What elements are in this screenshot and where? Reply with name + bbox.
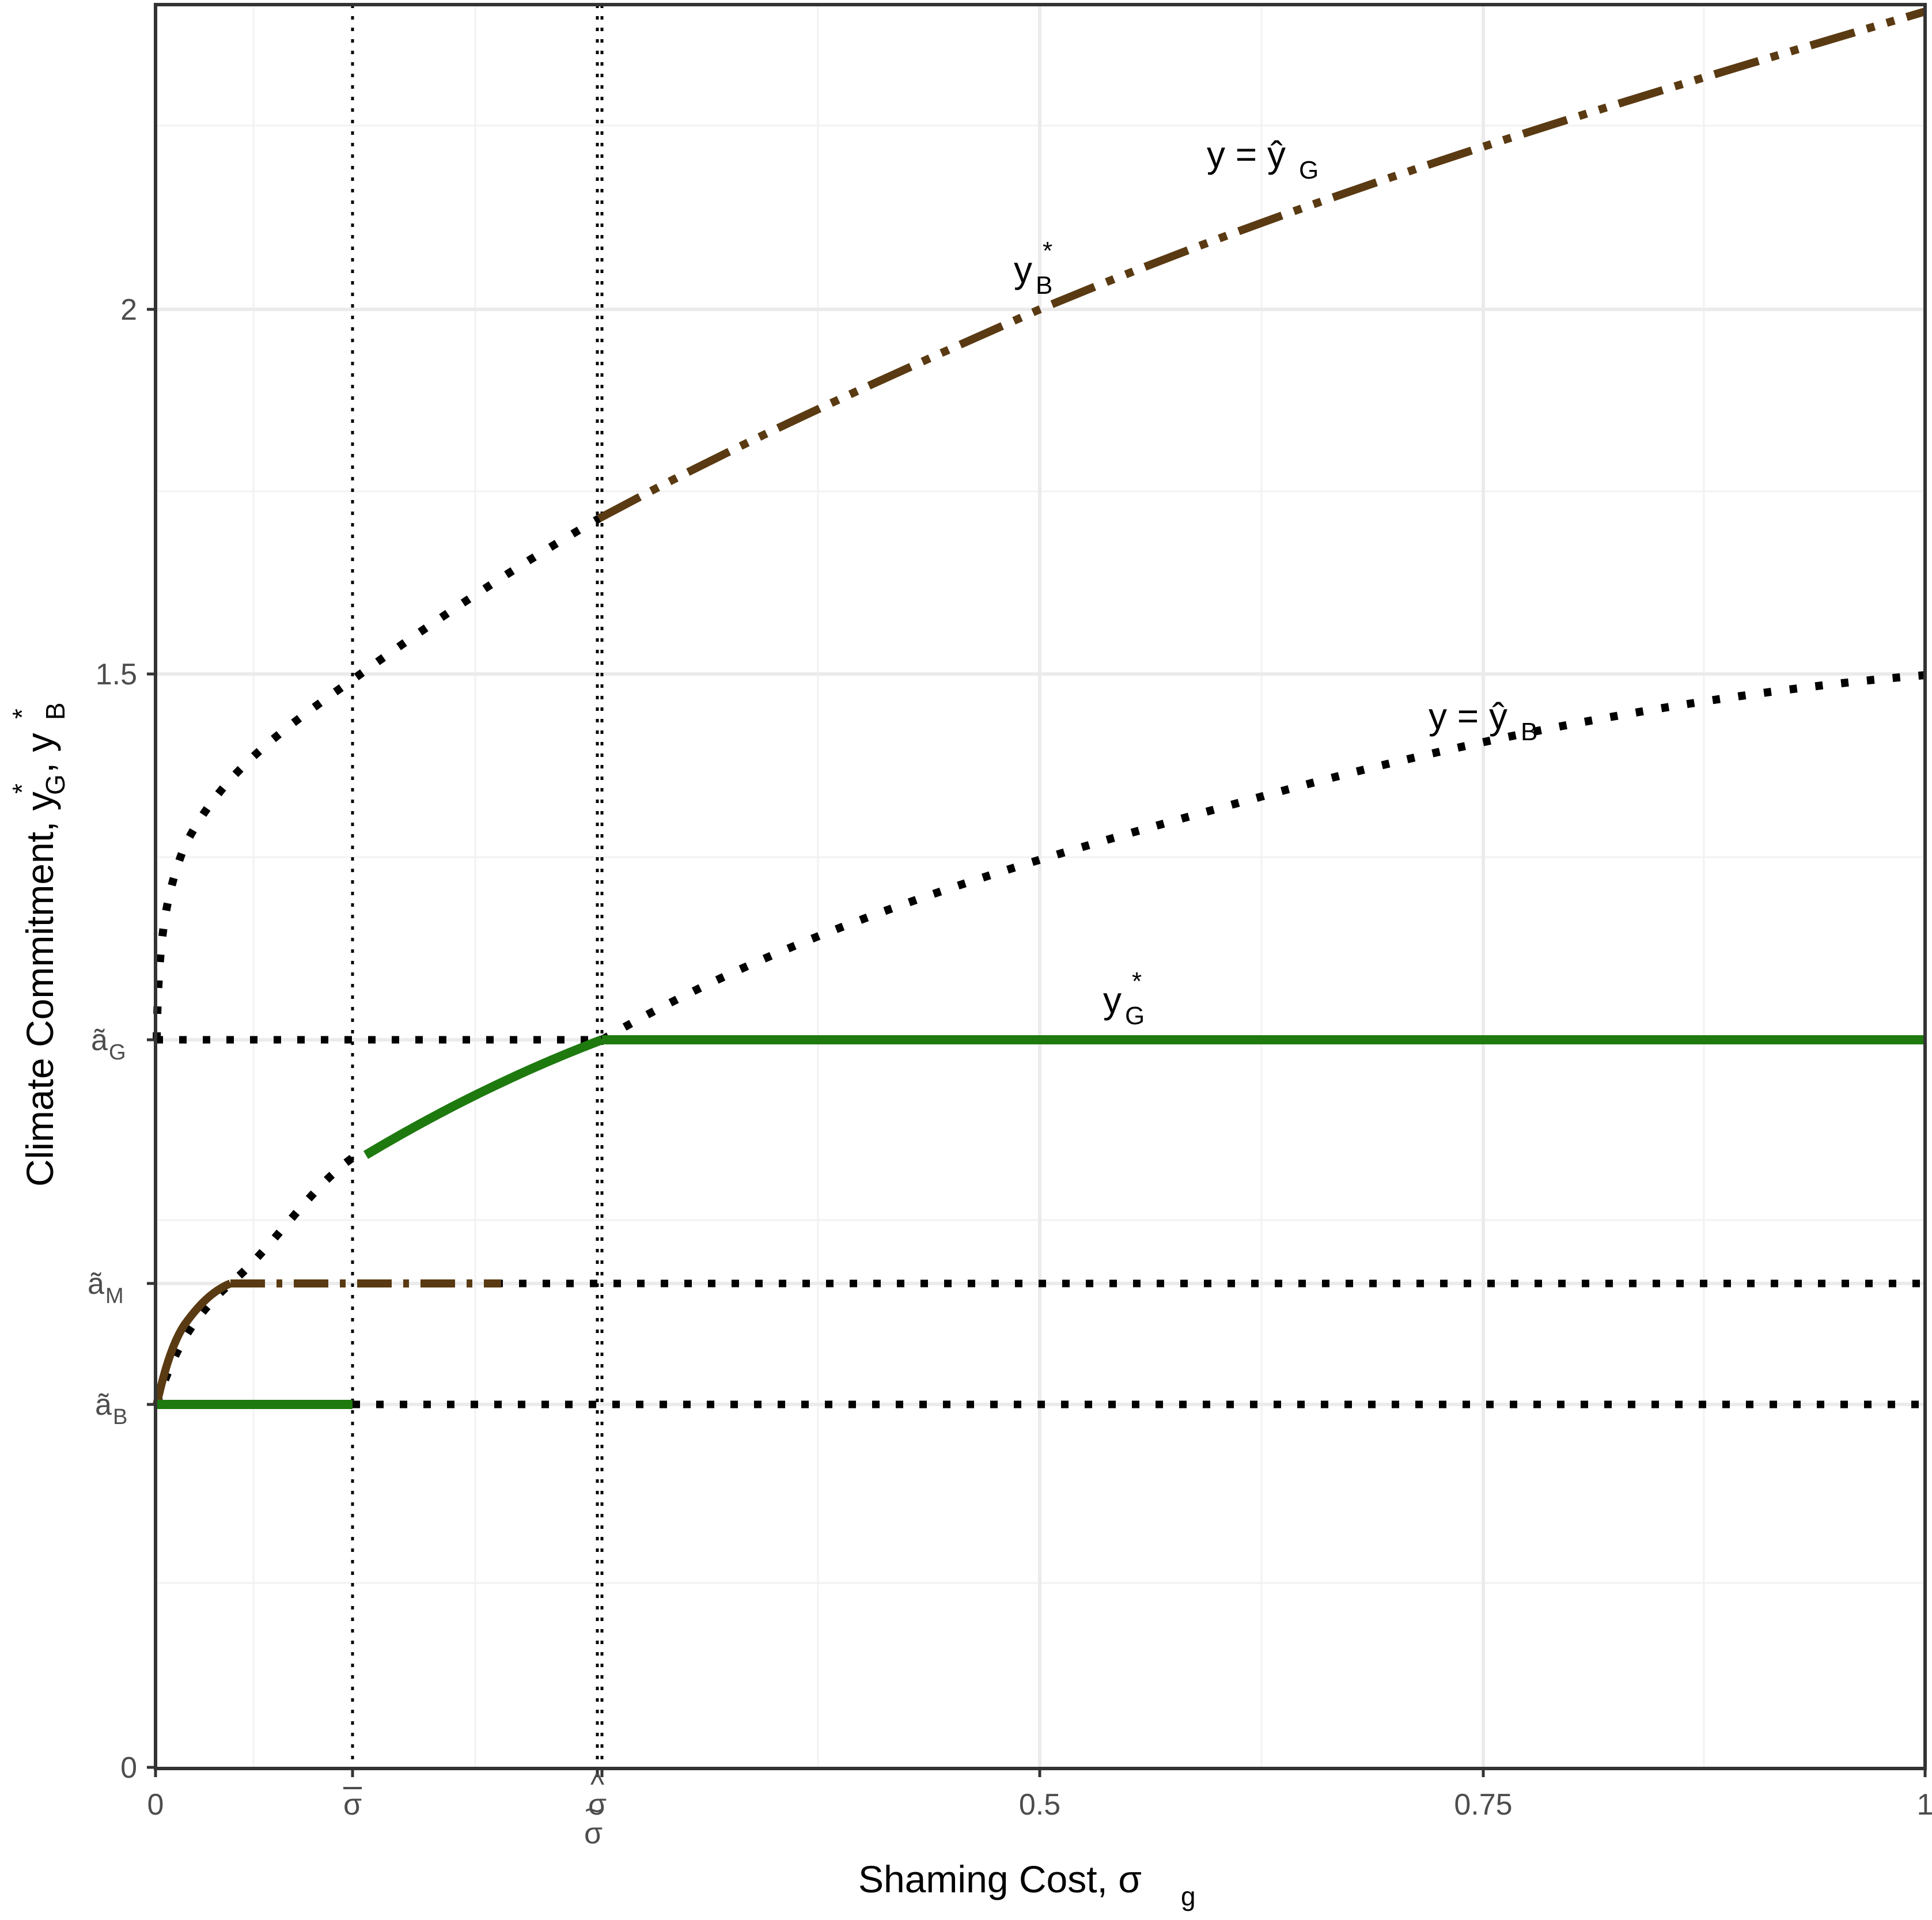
annotation-y-star-G: y G * xyxy=(1103,967,1145,1030)
svg-text:G: G xyxy=(1299,156,1319,184)
x-axis-title: Shaming Cost, σ g xyxy=(858,1858,1196,1911)
y-tick-label-0: 0 xyxy=(120,1751,137,1785)
svg-text:ã: ã xyxy=(95,1388,112,1422)
svg-text:y = ŷ: y = ŷ xyxy=(1207,134,1286,175)
x-tick-label-1: 1 xyxy=(1917,1788,1932,1821)
svg-text:G: G xyxy=(1125,1002,1145,1030)
svg-text:ã: ã xyxy=(88,1267,104,1301)
svg-text:Shaming Cost, σ: Shaming Cost, σ xyxy=(858,1858,1142,1900)
y-tick-label-a-G: ã G xyxy=(91,1024,126,1065)
svg-text:G: G xyxy=(109,1040,126,1065)
svg-text:ã: ã xyxy=(91,1024,108,1057)
svg-text:*: * xyxy=(7,709,37,719)
x-tick-label-0: 0 xyxy=(147,1788,164,1821)
svg-text:σ: σ xyxy=(588,1788,607,1821)
svg-text:y: y xyxy=(1103,979,1122,1021)
svg-text:~: ~ xyxy=(585,1794,602,1827)
svg-text:y = ŷ: y = ŷ xyxy=(1429,695,1507,737)
svg-text:^: ^ xyxy=(590,1768,605,1801)
svg-text:*: * xyxy=(7,783,37,794)
svg-text:M: M xyxy=(105,1284,124,1308)
x-tick-marks xyxy=(154,1768,1927,1777)
y-axis-title: Climate Commitment, y G * , y B * xyxy=(7,702,70,1187)
svg-text:g: g xyxy=(1181,1881,1196,1911)
svg-text:y: y xyxy=(1014,249,1032,290)
y-star-B-curve-low xyxy=(153,1279,232,1406)
x-tick-label-0.75: 0.75 xyxy=(1454,1788,1512,1821)
svg-text:, y: , y xyxy=(18,733,61,773)
svg-text:G: G xyxy=(40,774,70,795)
x-tick-label-sigma-tilde: σ ~ xyxy=(584,1794,603,1850)
svg-text:σ: σ xyxy=(584,1817,603,1850)
y-tick-label-1.5: 1.5 xyxy=(96,658,137,691)
annotation-y-star-B: y B * xyxy=(1014,237,1052,300)
annotation-y-hat-B: y = ŷ B xyxy=(1429,695,1537,746)
x-tick-label-sigma-bar: σ xyxy=(343,1787,362,1821)
svg-text:Climate Commitment, y: Climate Commitment, y xyxy=(18,792,61,1187)
y-tick-label-a-B: ã B xyxy=(95,1388,127,1429)
y-tick-label-2: 2 xyxy=(120,293,137,327)
svg-text:B: B xyxy=(113,1405,127,1429)
x-tick-label-0.5: 0.5 xyxy=(1019,1788,1060,1821)
y-star-G-rising-segment xyxy=(363,1035,604,1159)
svg-text:B: B xyxy=(1036,271,1052,300)
x-tick-label-sigma-hat: σ ^ xyxy=(588,1768,607,1821)
y-hat-G-curve xyxy=(153,514,601,1040)
svg-text:σ: σ xyxy=(343,1788,362,1821)
svg-text:*: * xyxy=(1132,967,1142,995)
y-tick-marks xyxy=(147,308,156,1769)
svg-text:B: B xyxy=(40,702,70,720)
y-tick-label-a-M: ã M xyxy=(88,1267,124,1308)
annotation-y-hat-G: y = ŷ G xyxy=(1207,134,1319,184)
svg-text:B: B xyxy=(1521,718,1537,746)
svg-text:*: * xyxy=(1043,237,1052,265)
